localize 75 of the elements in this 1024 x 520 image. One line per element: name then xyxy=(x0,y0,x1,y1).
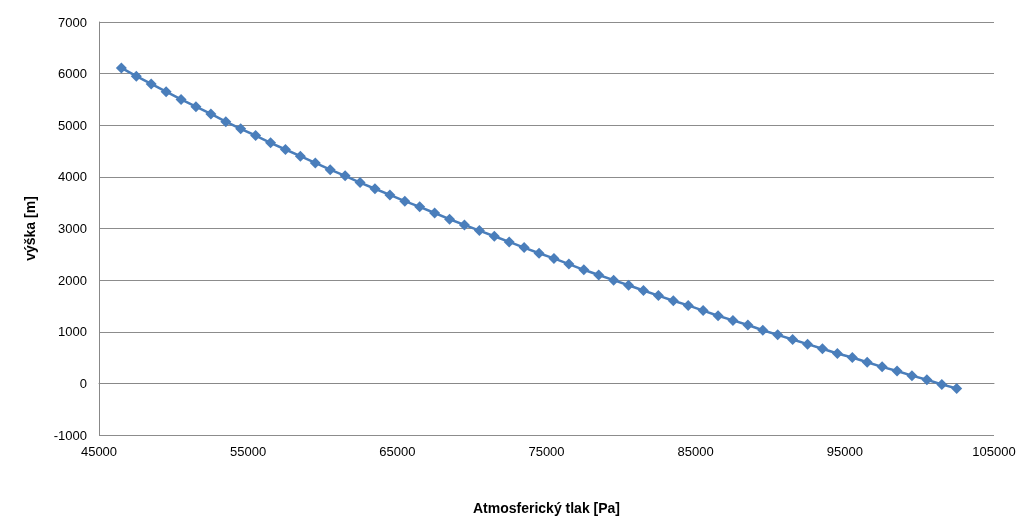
point xyxy=(951,383,963,395)
point xyxy=(324,164,336,176)
point xyxy=(548,252,560,264)
point xyxy=(444,213,456,225)
point xyxy=(250,130,262,142)
x-tick-label: 85000 xyxy=(677,444,714,459)
point xyxy=(802,338,814,350)
point xyxy=(429,207,441,219)
point xyxy=(309,157,321,169)
point xyxy=(682,299,694,311)
point xyxy=(354,177,366,189)
point xyxy=(369,183,381,195)
point xyxy=(876,361,888,373)
x-tick-label: 75000 xyxy=(528,444,565,459)
point xyxy=(637,284,649,296)
point xyxy=(190,101,202,113)
point xyxy=(145,78,157,90)
y-tick-label: -1000 xyxy=(53,427,87,443)
point xyxy=(727,314,739,326)
point xyxy=(533,247,545,259)
point xyxy=(578,264,590,276)
point xyxy=(667,295,679,307)
y-tick-label: 5000 xyxy=(58,117,87,133)
x-axis-title: Atmosferický tlak [Pa] xyxy=(472,500,621,516)
point xyxy=(563,258,575,270)
point xyxy=(697,305,709,317)
y-tick-label: 3000 xyxy=(58,221,87,236)
point xyxy=(742,319,754,331)
point xyxy=(593,269,605,281)
point xyxy=(473,225,485,237)
point xyxy=(384,189,396,201)
y-tick-label: 2000 xyxy=(58,272,87,288)
y-tick-label: 1000 xyxy=(58,324,87,340)
point xyxy=(488,230,500,242)
y-tick-label: 0 xyxy=(79,375,87,391)
x-tick-label: 95000 xyxy=(826,444,863,459)
point xyxy=(175,93,187,105)
point xyxy=(921,374,933,386)
point xyxy=(846,352,858,364)
y-tick-label: 6000 xyxy=(58,66,87,82)
point xyxy=(816,343,828,355)
point xyxy=(414,201,426,213)
point xyxy=(712,310,724,322)
point xyxy=(861,356,873,368)
point xyxy=(220,116,232,128)
point xyxy=(757,324,769,336)
point xyxy=(906,370,918,382)
point xyxy=(339,170,351,182)
point xyxy=(787,333,799,345)
point xyxy=(399,195,411,207)
point xyxy=(115,62,127,74)
point xyxy=(265,137,277,149)
x-tick-label: 55000 xyxy=(230,444,267,459)
point xyxy=(294,150,306,162)
x-tick-label: 45000 xyxy=(80,444,118,459)
point xyxy=(936,378,948,390)
x-tick-label: 105000 xyxy=(972,444,1016,459)
point xyxy=(891,365,903,377)
x-tick-label: 65000 xyxy=(379,444,416,459)
y-tick-label: 4000 xyxy=(58,169,87,185)
point xyxy=(205,108,217,120)
point xyxy=(652,290,664,302)
y-axis-title: výška [m] xyxy=(22,196,38,261)
y-tick-label: 7000 xyxy=(58,14,87,30)
point xyxy=(518,242,530,254)
point xyxy=(279,144,291,156)
point xyxy=(130,70,142,82)
point xyxy=(503,236,515,248)
point xyxy=(458,219,470,231)
point xyxy=(623,279,635,291)
point xyxy=(831,347,843,359)
point xyxy=(160,86,172,98)
point xyxy=(235,123,247,135)
point xyxy=(772,329,784,341)
point xyxy=(608,274,620,286)
